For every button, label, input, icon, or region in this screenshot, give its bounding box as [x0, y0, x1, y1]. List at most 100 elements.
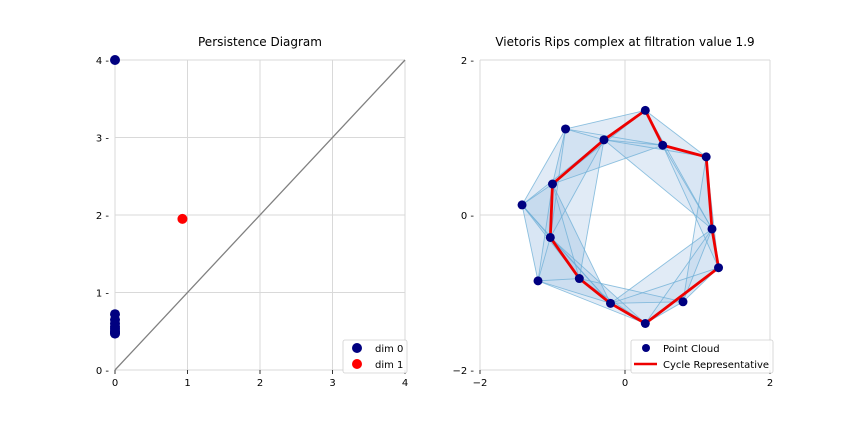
triangle-0-1-14	[603, 110, 663, 146]
edge-13-14	[565, 128, 605, 141]
cloud-point-8	[574, 274, 584, 284]
triangle-7-11-12	[522, 184, 611, 304]
chart1-xtick-label-3: 3	[329, 378, 335, 389]
chart2-ytick-label-1: 0 -	[461, 211, 475, 222]
persistence-diagram-chart: Persistence Diagram 0 1 2 3 4 0 - 1 - 2 - 3 - 4 -…	[96, 35, 408, 389]
chart2-xtick-label-1: 0	[622, 378, 628, 389]
edge-6-10	[550, 237, 646, 324]
edge-8-11	[552, 183, 580, 279]
cloud-point-5	[678, 297, 688, 307]
chart1-ytick-label-1: 1 -	[96, 289, 110, 300]
chart1-xtick-label-0: 0	[112, 378, 118, 389]
cloud-point-0	[640, 105, 650, 115]
edge-11-13	[552, 128, 566, 185]
dim0-point-0	[110, 55, 120, 65]
cloud-point-1	[658, 140, 668, 150]
edge-1-4	[662, 145, 719, 268]
triangle-2-3-5	[683, 156, 712, 302]
triangle-0-1-11	[552, 110, 663, 184]
legend-label-cycle: Cycle Representative	[663, 360, 769, 371]
edge-9-10	[537, 237, 551, 281]
legend-marker-point-cloud	[642, 344, 650, 352]
legend-label-dim0: dim 0	[375, 344, 403, 355]
edge-0-2	[645, 110, 707, 158]
edge-3-7	[610, 228, 713, 304]
edge-6-9	[537, 280, 646, 324]
cloud-point-2	[701, 152, 711, 162]
edge-12-13	[521, 128, 566, 206]
point-cloud	[517, 105, 724, 328]
edge-5-8	[579, 278, 684, 303]
edge-9-11	[537, 183, 553, 281]
triangle-5-6-8	[579, 278, 683, 324]
dim1-point-0	[177, 213, 188, 224]
chart2-xtick-label-2: 2	[767, 378, 773, 389]
edge-8-14	[578, 139, 605, 279]
cloud-point-13	[561, 124, 571, 134]
triangle-10-12-14	[522, 139, 604, 238]
chart2-legend: Point Cloud Cycle Representative	[630, 339, 774, 374]
vietoris-rips-chart: Vietoris Rips complex at filtration valu…	[452, 35, 774, 389]
chart2-ytick-label-2: 2 -	[461, 56, 475, 67]
edge-9-12	[521, 204, 539, 281]
chart2-grid	[479, 59, 771, 371]
legend-label-dim1: dim 1	[375, 360, 403, 371]
edge-10-14	[549, 139, 605, 238]
legend-marker-dim1	[352, 359, 362, 369]
cycle-representative	[548, 109, 720, 325]
triangle-8-9-10	[538, 237, 580, 281]
chart1-ytick-label-4: 4 -	[96, 56, 110, 67]
legend-label-point-cloud: Point Cloud	[663, 344, 720, 355]
chart2-title: Vietoris Rips complex at filtration valu…	[495, 35, 754, 49]
chart1-diagonal	[114, 59, 406, 371]
chart1-legend: dim 0 dim 1	[342, 339, 408, 374]
chart1-ytick-label-2: 2 -	[96, 211, 110, 222]
chart1-ytick-label-3: 3 -	[96, 134, 110, 145]
edge-10-13	[549, 128, 566, 238]
triangle-7-9-11	[538, 184, 611, 304]
cloud-point-11	[548, 179, 557, 189]
edge-8-9	[537, 278, 580, 282]
chart1-xtick-label-4: 4	[402, 378, 408, 389]
triangle-0-1-13	[565, 110, 663, 146]
triangle-3-4-6	[645, 228, 719, 324]
chart2-ticks: −2 0 2 −2 - 0 - 2 -	[452, 56, 773, 389]
edge-3-14	[603, 139, 713, 230]
triangle-8-10-14	[550, 139, 604, 279]
triangle-8-12-14	[522, 139, 604, 279]
cloud-point-9	[533, 276, 543, 286]
triangle-10-11-12	[522, 184, 553, 238]
edge-2-5	[682, 156, 707, 302]
cloud-point-12	[517, 200, 527, 210]
legend-marker-dim0	[352, 343, 362, 353]
triangle-10-13-14	[550, 128, 604, 238]
triangle-8-10-11	[550, 184, 580, 279]
triangle-1-11-14	[552, 139, 663, 184]
edge-1-14	[603, 139, 663, 146]
edge-10-12	[521, 204, 551, 238]
triangle-6-8-9	[538, 278, 646, 324]
triangle-9-11-12	[522, 184, 553, 281]
edge-2-14	[603, 139, 707, 158]
triangle-7-10-11	[550, 184, 611, 304]
cloud-point-10	[545, 232, 555, 242]
triangle-12-13-14	[522, 128, 604, 205]
chart1-xtick-label-2: 2	[257, 378, 263, 389]
chart1-title: Persistence Diagram	[198, 35, 322, 49]
edge-1-13	[565, 128, 663, 146]
dim0-point-8	[110, 328, 120, 339]
edge-1-3	[662, 145, 713, 230]
chart1-ticks: 0 1 2 3 4 0 - 1 - 2 - 3 - 4 -	[96, 56, 408, 389]
edge-3-6	[644, 228, 713, 324]
edge-7-9	[537, 280, 611, 304]
cloud-point-7	[606, 298, 615, 308]
chart2-ytick-label-0: −2 -	[452, 366, 474, 377]
chart2-legend-box	[630, 339, 774, 374]
cloud-point-4	[714, 263, 724, 273]
chart1-xtick-label-1: 1	[184, 378, 190, 389]
edge-4-7	[610, 267, 719, 304]
triangle-10-12-13	[522, 128, 566, 238]
diagonal-line	[114, 59, 406, 371]
cycle-path	[548, 109, 720, 325]
